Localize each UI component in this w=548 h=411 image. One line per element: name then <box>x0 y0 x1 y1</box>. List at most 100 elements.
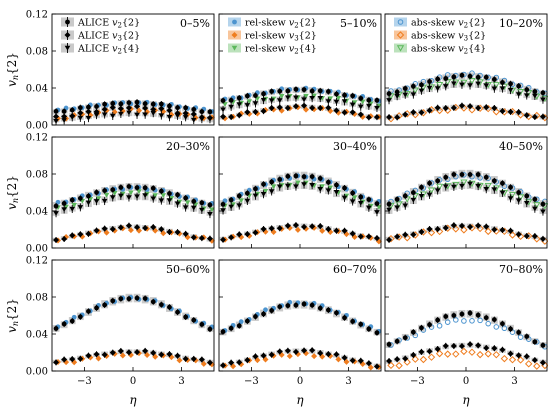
alice-v4-marker <box>236 102 243 108</box>
alice-v3-marker <box>301 347 308 354</box>
legend-label: abs-skew v3{2} <box>411 31 486 43</box>
model-v2-marker <box>461 318 467 324</box>
alice-v2-marker <box>342 185 347 191</box>
y-tick-label: 0.08 <box>26 293 48 304</box>
alice-v2-marker <box>167 304 172 310</box>
alice-v2-marker <box>86 308 91 314</box>
model-v4-marker <box>460 179 468 186</box>
alice-v4-marker <box>507 196 514 202</box>
alice-v3-marker <box>531 233 538 240</box>
alice-v4-marker <box>434 86 441 92</box>
x-tick-label: 3 <box>511 376 517 387</box>
legend-swatch-marker <box>396 45 405 52</box>
alice-v2-marker <box>532 339 538 345</box>
alice-v4-marker <box>491 187 498 193</box>
alice-v2-marker <box>53 203 59 209</box>
alice-v3-marker <box>410 109 417 116</box>
alice-v3-marker <box>69 113 76 120</box>
model-v3-marker <box>411 355 420 363</box>
x-axis-title-col-3: η <box>462 393 470 407</box>
alice-v2-marker <box>191 107 197 112</box>
alice-v4-marker <box>236 203 243 209</box>
alice-v3-marker <box>93 108 100 115</box>
alice-v3-marker <box>93 227 100 234</box>
alice-v3-marker <box>365 114 372 121</box>
alice-v2-marker <box>118 101 124 107</box>
panels-group: 0.00 0.04 0.08 0.12 0–5% ALICE v2{2}ALICE v3{… <box>26 10 548 387</box>
alice-v3-marker <box>365 233 372 240</box>
alice-v2-marker <box>516 329 522 335</box>
centrality-label: 60–70% <box>333 263 377 276</box>
model-v4-marker <box>246 99 253 105</box>
alice-v2-marker <box>491 317 497 323</box>
centrality-label: 0–5% <box>180 17 210 30</box>
alice-v3-marker <box>228 234 235 241</box>
alice-v2-marker <box>191 317 197 323</box>
alice-v3-marker <box>458 222 465 229</box>
alice-v2-marker <box>374 97 380 103</box>
alice-v4-marker <box>134 194 140 200</box>
alice-v4-marker <box>109 113 116 119</box>
alice-v3-marker <box>117 105 124 112</box>
alice-v2-marker <box>301 87 307 93</box>
alice-v3-marker <box>317 105 324 112</box>
alice-v3-marker <box>101 106 108 113</box>
alice-v2-marker <box>69 318 75 324</box>
alice-v2-marker <box>317 176 323 181</box>
alice-v3-marker <box>450 104 457 111</box>
model-v2-marker <box>436 322 443 329</box>
alice-v3-marker <box>142 105 149 112</box>
alice-v3-marker <box>61 113 68 120</box>
centrality-label: 20–30% <box>166 140 210 153</box>
alice-v3-marker <box>206 114 213 121</box>
alice-v3-marker <box>236 231 243 238</box>
alice-v3-marker <box>252 353 259 360</box>
model-v4-marker <box>435 82 444 89</box>
alice-v2-marker <box>540 342 546 348</box>
alice-v4-marker <box>309 95 315 101</box>
panel-6: 40–50% <box>384 136 548 249</box>
legend-label: ALICE v2{4} <box>77 44 140 56</box>
alice-v2-marker <box>244 190 250 196</box>
legend-label: rel-skew v2{4} <box>245 44 317 56</box>
alice-v3-marker <box>434 345 441 352</box>
alice-v3-marker <box>101 351 108 358</box>
alice-v4-marker <box>483 83 490 89</box>
alice-v4-marker <box>451 184 457 190</box>
alice-v2-marker <box>483 315 489 321</box>
alice-v4-marker <box>93 112 100 118</box>
alice-v2-marker <box>374 201 380 207</box>
alice-v3-marker <box>284 347 291 354</box>
alice-v4-marker <box>309 183 315 188</box>
alice-v3-marker <box>515 231 522 238</box>
alice-v4-marker <box>394 94 400 99</box>
alice-v2-marker <box>358 321 364 327</box>
legend-swatch-marker <box>232 19 237 25</box>
y-tick-label: 0.04 <box>26 84 48 95</box>
alice-v2-marker <box>126 100 132 106</box>
alice-v2-marker <box>261 181 266 187</box>
alice-v4-marker <box>349 199 356 205</box>
x-tick-label: 3 <box>178 376 184 387</box>
alice-v2-marker <box>500 180 505 186</box>
y-tick-label: 0.08 <box>26 170 48 181</box>
alice-v2-marker <box>443 314 449 319</box>
alice-v3-marker <box>166 107 173 114</box>
alice-v3-marker <box>284 105 291 112</box>
alice-v2-marker <box>325 89 331 94</box>
model-v3-marker <box>254 357 261 364</box>
alice-v3-marker <box>341 109 348 116</box>
alice-v3-marker <box>260 352 267 359</box>
alice-v2-marker <box>427 79 432 84</box>
alice-v2-marker <box>261 311 266 317</box>
alice-v2-marker <box>228 197 234 203</box>
alice-v3-marker <box>220 236 227 243</box>
alice-v2-marker <box>459 172 465 177</box>
model-v4-marker <box>152 193 158 199</box>
alice-v3-marker <box>117 224 124 231</box>
model-v3-marker <box>468 348 476 356</box>
alice-v3-marker <box>174 229 181 236</box>
centrality-label: 10–20% <box>499 17 543 30</box>
alice-v4-marker <box>386 98 392 103</box>
y-axis-title-row-3: vn{2} <box>5 298 20 333</box>
